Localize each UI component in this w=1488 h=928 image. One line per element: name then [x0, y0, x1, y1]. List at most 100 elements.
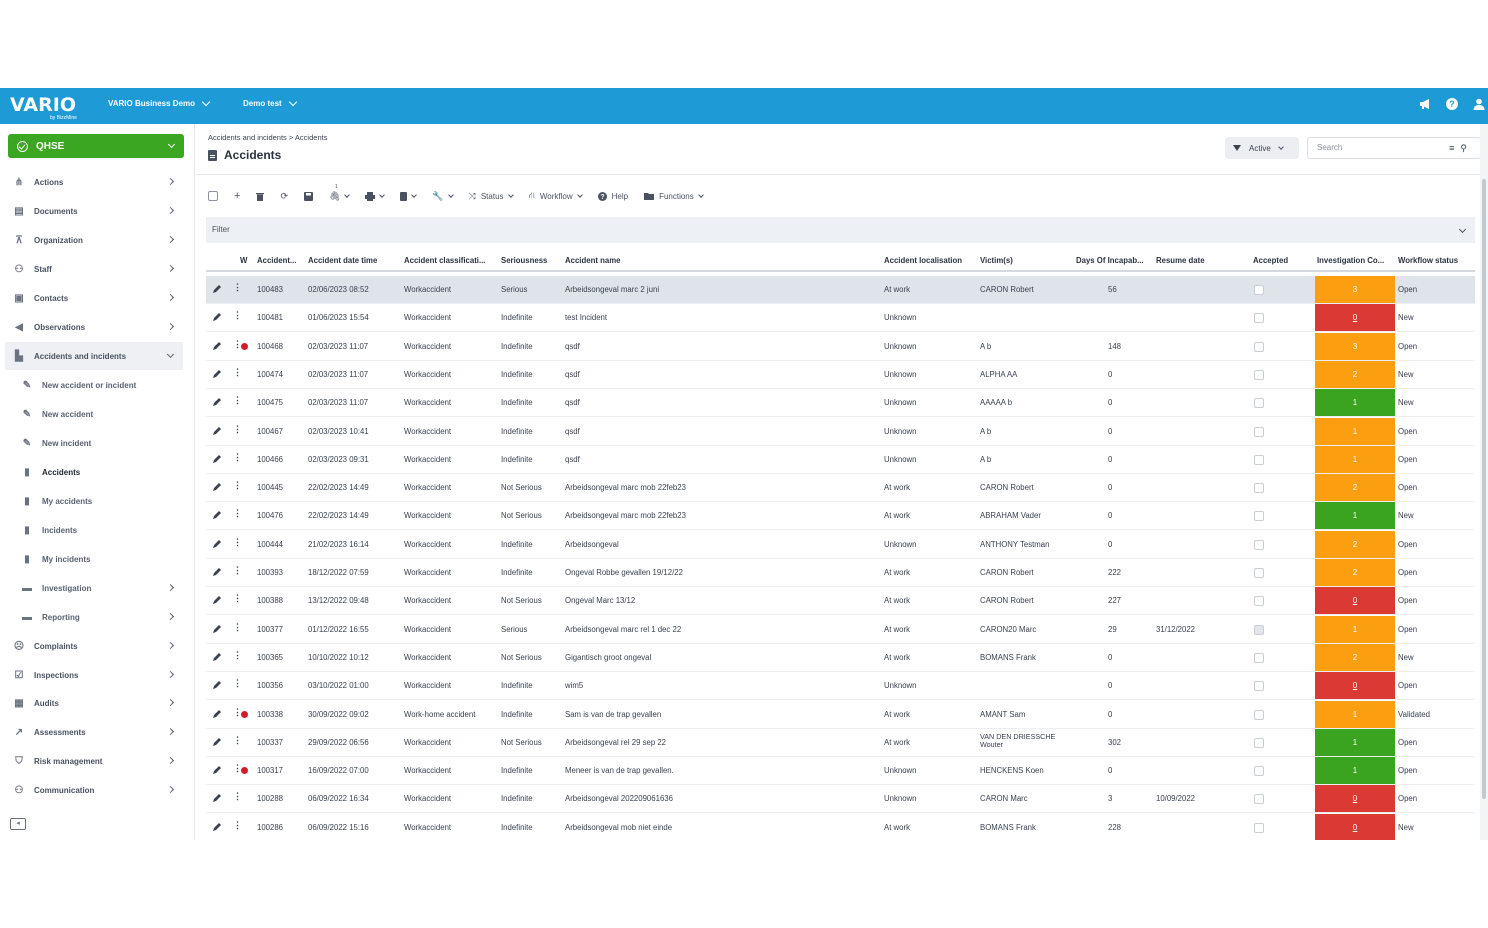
investigation-count[interactable]: 1	[1315, 757, 1395, 785]
pencil-icon[interactable]	[212, 624, 222, 634]
add-icon[interactable]: +	[234, 190, 241, 202]
sidebar-item-assessments[interactable]: ↗ Assessments	[5, 718, 183, 746]
col-accepted[interactable]: Accepted	[1253, 256, 1289, 265]
col-days-of-incapability[interactable]: Days Of Incapab...	[1076, 256, 1144, 265]
col-accident-id[interactable]: Accident...	[257, 256, 297, 265]
filter-lines-icon[interactable]: ≡	[1449, 143, 1461, 153]
megaphone-icon[interactable]	[1418, 98, 1432, 112]
more-options-icon[interactable]: ⋮	[233, 706, 242, 717]
help-icon[interactable]: ?	[1446, 98, 1460, 112]
investigation-count[interactable]: 2	[1315, 559, 1395, 586]
breadcrumb[interactable]: Accidents and incidents > Accidents	[208, 133, 328, 142]
sidebar-item-accidents[interactable]: ▮ Accidents	[5, 458, 183, 486]
more-options-icon[interactable]: ⋮	[233, 366, 242, 377]
investigation-count[interactable]: 2	[1315, 474, 1395, 502]
vario-logo[interactable]: VARIO by BizzMine	[8, 92, 90, 122]
table-row[interactable]: ⋮ 100466 02/03/2023 09:31 Workaccident Indef…	[206, 445, 1475, 474]
more-options-icon[interactable]: ⋮	[233, 536, 242, 547]
more-options-icon[interactable]: ⋮	[233, 282, 242, 292]
pencil-icon[interactable]	[212, 680, 222, 690]
table-row[interactable]: ⋮ 100388 13/12/2022 09:48 Workaccident Not S…	[206, 587, 1475, 616]
pencil-icon[interactable]	[212, 482, 222, 492]
table-row[interactable]: ⋮ 100474 02/03/2023 11:07 Workaccident Indef…	[206, 360, 1475, 389]
sidebar-item-reporting[interactable]: ▬ Reporting	[5, 603, 183, 631]
sidebar-item-observations[interactable]: ◀ Observations	[5, 313, 183, 341]
col-seriousness[interactable]: Seriousness	[501, 256, 548, 265]
table-row[interactable]: ⋮ 100286 06/09/2022 15:16 Workaccident Indef…	[206, 813, 1475, 840]
user-icon[interactable]	[1472, 98, 1486, 112]
sidebar-item-new-incident[interactable]: ✎ New incident	[5, 429, 183, 457]
table-row[interactable]: ⋮ 100393 18/12/2022 07:59 Workaccident Indef…	[206, 559, 1475, 587]
investigation-count[interactable]: 1	[1315, 700, 1395, 728]
environment-selector[interactable]: VARIO Business Demo	[108, 97, 211, 108]
table-row[interactable]: ⋮ 100481 01/06/2023 15:54 Workaccident Indef…	[206, 304, 1475, 333]
sidebar-item-actions[interactable]: ⋔ Actions	[5, 168, 183, 196]
sidebar-item-contacts[interactable]: ▣ Contacts	[5, 284, 183, 312]
sidebar-item-communication[interactable]: ⚇ Communication	[5, 776, 183, 804]
investigation-count[interactable]: 3	[1315, 332, 1395, 360]
pencil-icon[interactable]	[212, 709, 222, 719]
table-row[interactable]: ⋮ 100445 22/02/2023 14:49 Workaccident Not S…	[206, 474, 1475, 503]
sidebar-item-accidents-and-incidents[interactable]: ▙ Accidents and incidents	[5, 342, 183, 370]
workspace-selector[interactable]: Demo test	[243, 97, 297, 108]
table-row[interactable]: ⋮ 100476 22/02/2023 14:49 Workaccident Not S…	[206, 502, 1475, 531]
sidebar-item-inspections[interactable]: ☑ Inspections	[5, 661, 183, 689]
more-options-icon[interactable]: ⋮	[233, 621, 242, 632]
pencil-icon[interactable]	[212, 793, 222, 803]
pencil-icon[interactable]	[212, 369, 222, 379]
col-resume-date[interactable]: Resume date	[1156, 256, 1205, 265]
tools-button[interactable]: 🔧	[432, 191, 454, 202]
filter-panel-toggle[interactable]: Filter	[206, 217, 1475, 243]
active-filter-dropdown[interactable]: Active	[1225, 137, 1299, 159]
investigation-count[interactable]: 1	[1315, 728, 1395, 756]
pencil-icon[interactable]	[212, 312, 222, 322]
attachment-button[interactable]: 1 🖇	[329, 184, 351, 202]
table-row[interactable]: ⋮ 100288 06/09/2022 16:34 Workaccident Indef…	[206, 785, 1475, 814]
table-row[interactable]: ⋮ 100475 02/03/2023 11:07 Workaccident Indef…	[206, 389, 1475, 418]
more-options-icon[interactable]: ⋮	[233, 593, 242, 604]
pencil-icon[interactable]	[212, 652, 222, 662]
investigation-count[interactable]: 0	[1315, 587, 1395, 615]
col-investigation-count[interactable]: Investigation Co...	[1317, 256, 1385, 265]
investigation-count[interactable]: 2	[1315, 530, 1395, 558]
sidebar-item-complaints[interactable]: ☹ Complaints	[5, 632, 183, 660]
investigation-count[interactable]: 1	[1315, 417, 1395, 445]
col-victims[interactable]: Victim(s)	[980, 256, 1013, 265]
print-button[interactable]	[365, 191, 386, 201]
investigation-count[interactable]: 0	[1315, 813, 1395, 840]
sidebar-item-my-incidents[interactable]: ▮ My incidents	[5, 545, 183, 573]
module-selector[interactable]: QHSE	[8, 134, 184, 158]
pencil-icon[interactable]	[212, 284, 222, 294]
sidebar-item-documents[interactable]: ▤ Documents	[5, 197, 183, 225]
more-options-icon[interactable]: ⋮	[233, 508, 242, 519]
table-row[interactable]: ⋮ 100365 10/10/2022 10:12 Workaccident Not S…	[206, 643, 1475, 672]
pencil-icon[interactable]	[212, 595, 222, 605]
more-options-icon[interactable]: ⋮	[233, 480, 242, 491]
table-row[interactable]: ⋮ 100444 21/02/2023 16:14 Workaccident Indef…	[206, 530, 1475, 559]
save-icon[interactable]	[303, 191, 313, 201]
more-options-icon[interactable]: ⋮	[233, 763, 242, 774]
pencil-icon[interactable]	[212, 567, 222, 577]
export-button[interactable]	[400, 191, 418, 201]
search-input[interactable]: Search ≡⚲	[1307, 137, 1481, 159]
investigation-count[interactable]: 0	[1315, 672, 1395, 700]
pencil-icon[interactable]	[212, 822, 222, 832]
table-row[interactable]: ⋮ 100337 29/09/2022 06:56 Workaccident Not S…	[206, 728, 1475, 757]
sidebar-item-risk-management[interactable]: ⛉ Risk management	[5, 747, 183, 775]
table-row[interactable]: ⋮ 100356 03/10/2022 01:00 Workaccident Indef…	[206, 672, 1475, 701]
sidebar-item-investigation[interactable]: ▬ Investigation	[5, 574, 183, 602]
pencil-icon[interactable]	[212, 426, 222, 436]
workflow-button[interactable]: ⛙ Workflow	[529, 190, 583, 202]
functions-button[interactable]: Functions	[644, 192, 704, 201]
sidebar-item-audits[interactable]: ▦ Audits	[5, 689, 183, 717]
more-options-icon[interactable]: ⋮	[233, 310, 242, 321]
col-workflow-status[interactable]: Workflow status	[1398, 256, 1459, 265]
more-options-icon[interactable]: ⋮	[233, 451, 242, 462]
col-accident-date-time[interactable]: Accident date time	[308, 256, 378, 265]
col-accident-name[interactable]: Accident name	[565, 256, 621, 265]
more-options-icon[interactable]: ⋮	[233, 649, 242, 660]
investigation-count[interactable]: 0	[1315, 785, 1395, 813]
investigation-count[interactable]: 2	[1315, 360, 1395, 388]
sidebar-item-new-accident-or-incident[interactable]: ✎ New accident or incident	[5, 371, 183, 399]
investigation-count[interactable]: 1	[1315, 615, 1395, 643]
